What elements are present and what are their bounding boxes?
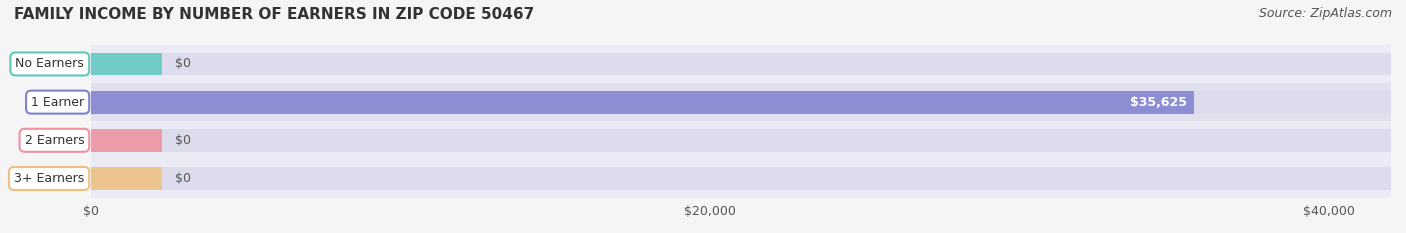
Bar [91, 159, 1391, 198]
Bar [91, 129, 1391, 152]
Text: 1 Earner: 1 Earner [31, 96, 84, 109]
Bar [91, 167, 1391, 190]
Bar [91, 52, 162, 75]
Text: 2 Earners: 2 Earners [24, 134, 84, 147]
Bar [91, 83, 1391, 121]
Bar [91, 91, 1194, 113]
Bar [91, 91, 1391, 113]
Bar [91, 121, 1391, 159]
Text: $0: $0 [176, 172, 191, 185]
Text: $35,625: $35,625 [1130, 96, 1187, 109]
Text: 3+ Earners: 3+ Earners [14, 172, 84, 185]
Text: FAMILY INCOME BY NUMBER OF EARNERS IN ZIP CODE 50467: FAMILY INCOME BY NUMBER OF EARNERS IN ZI… [14, 7, 534, 22]
Bar [91, 52, 1391, 75]
Bar [91, 45, 1391, 83]
Bar [91, 167, 162, 190]
Text: $0: $0 [176, 134, 191, 147]
Bar [91, 129, 162, 152]
Text: Source: ZipAtlas.com: Source: ZipAtlas.com [1258, 7, 1392, 20]
Text: No Earners: No Earners [15, 58, 84, 70]
Text: $0: $0 [176, 58, 191, 70]
